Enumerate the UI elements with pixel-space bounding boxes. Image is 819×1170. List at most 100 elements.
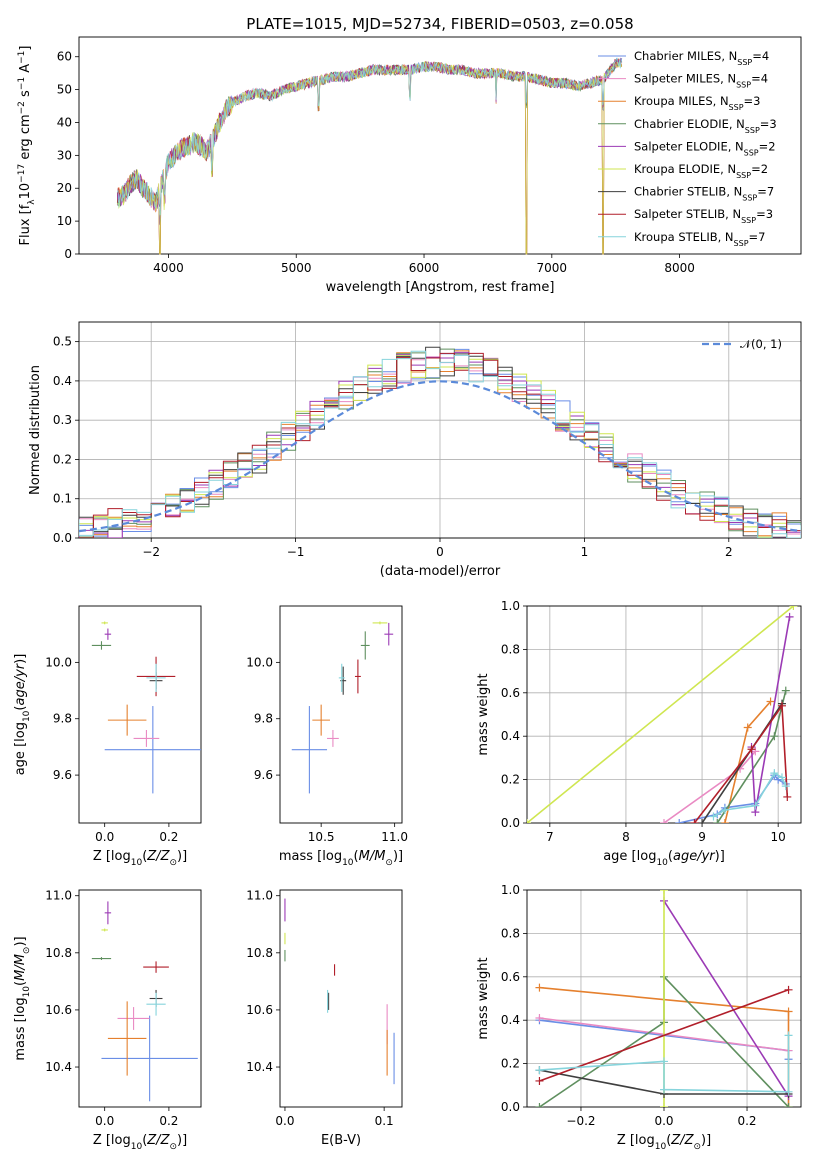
y-axis-label-part: ⊙ xyxy=(22,947,32,955)
x-axis-label-part: 10 xyxy=(655,1142,667,1152)
y-tick-label: 0.2 xyxy=(53,452,72,466)
weight-marker-kroupa-miles xyxy=(535,983,544,992)
x-axis-label: (data-model)/error xyxy=(380,564,501,579)
plot-frame xyxy=(78,605,202,824)
spectrum-panel: 4000 5000 6000 7000 8000 0 10 20 30 40 50 60 wavelen… xyxy=(17,36,802,295)
y-axis-label-part: )] xyxy=(13,654,28,664)
residuals-histograms xyxy=(79,346,801,538)
y-tick-label: 0.8 xyxy=(501,926,520,940)
x-axis-label: Z [log10(Z/Z⊙)] xyxy=(93,849,187,868)
legend-entry-value: =4 xyxy=(752,49,769,63)
residuals-panel: −2 −1 0 1 2 0.0 0.1 0.2 0.3 0.4 0.5 (data-model)/er… xyxy=(28,321,802,579)
y-axis-label-part: age [log xyxy=(13,722,28,775)
spectrum-line-kroupa-elodie xyxy=(117,60,623,255)
weight-marker-kroupa-miles xyxy=(743,723,752,732)
y-tick-label: 0.6 xyxy=(501,970,520,984)
weight-line-kroupa-elodie xyxy=(527,606,794,823)
errorbar-kroupa-miles xyxy=(312,704,330,736)
x-axis-label: Z [log10(Z/Z⊙)] xyxy=(617,1133,711,1152)
x-tick-label: 0.0 xyxy=(275,1114,294,1128)
errorbar-salpeter-stelib xyxy=(354,659,361,694)
legend-entry-value: =7 xyxy=(757,185,774,199)
legend-entry: Chabrier MILES, NSSP=4 xyxy=(634,49,769,67)
y-tick-label: 20 xyxy=(57,181,72,195)
legend-entry-normal: 𝒩(0, 1) xyxy=(740,337,782,351)
errorbar-salpeter-elodie xyxy=(104,901,112,925)
x-axis-label-part: ( xyxy=(354,849,359,864)
plot-frame xyxy=(78,321,802,539)
age-vs-z-panel: 0.0 0.29.69.810.0Z [log10(Z/Z⊙)]age [log1… xyxy=(13,605,202,868)
weight-marker-chabrier-miles xyxy=(675,819,684,823)
y-axis-label: mass [log10(M/M⊙)] xyxy=(13,936,32,1060)
x-tick-label: 7000 xyxy=(537,261,568,275)
y-axis-label-part: ( xyxy=(13,706,28,711)
y-axis-label: age [log10(age/yr)] xyxy=(13,654,32,776)
legend-entry-name: Chabrier ELODIE, N xyxy=(634,117,745,131)
weight-marker-chabrier-stelib xyxy=(698,819,707,823)
y-axis-label-part: mass weight xyxy=(476,673,491,755)
weight-marker-chabrier-elodie xyxy=(770,732,779,741)
x-tick-label: 7 xyxy=(546,830,554,844)
weight-marker-kroupa-miles xyxy=(784,1007,793,1016)
legend-entry: Kroupa STELIB, NSSP=7 xyxy=(634,230,765,248)
y-tick-label: 1.0 xyxy=(501,883,520,897)
x-axis-label-part: E(B-V) xyxy=(321,1133,361,1148)
y-tick-label: 0.6 xyxy=(501,686,520,700)
legend-entry-value: =3 xyxy=(760,117,777,131)
x-axis-label-part: ⊙ xyxy=(385,858,393,868)
mass-vs-ebv-panel: 0.0 0.1 10.4 10.6 10.8 11.0 E(B-V) xyxy=(246,889,403,1148)
x-axis-label-part: ⊙ xyxy=(693,1142,701,1152)
legend-entry-value: =2 xyxy=(759,139,776,153)
plot-frame xyxy=(279,889,403,1108)
weight-marker-kroupa-stelib xyxy=(709,812,718,821)
legend-entry-value: =7 xyxy=(749,230,766,244)
x-axis-label-part: 10 xyxy=(131,1142,143,1152)
y-tick-label: 50 xyxy=(57,83,72,97)
x-tick-label: 0.0 xyxy=(654,1114,673,1128)
y-axis-label-part: )] xyxy=(13,936,28,946)
spectrum-line-salpeter-miles xyxy=(116,58,623,255)
y-axis-label-part: ] xyxy=(18,46,33,51)
y-axis-label-part: s xyxy=(18,90,33,101)
legend-entry-name: Kroupa STELIB, N xyxy=(634,230,734,244)
x-tick-label: 0.0 xyxy=(95,1114,114,1128)
x-tick-label: −1 xyxy=(287,545,305,559)
x-axis-label-part: (data-model)/error xyxy=(380,564,501,579)
x-axis-label-part: )] xyxy=(393,849,403,864)
x-axis-label-part: wavelength [Angstrom, rest frame] xyxy=(326,280,555,295)
y-axis-label: Normed distribution xyxy=(28,365,43,495)
weight-marker-kroupa-elodie xyxy=(660,1103,668,1107)
y-tick-label: 10.8 xyxy=(45,946,72,960)
normal-reference-curve xyxy=(79,380,801,533)
y-axis-label-part: ( xyxy=(13,981,28,986)
legend-entry-name: Kroupa MILES, N xyxy=(634,94,729,108)
y-tick-label: 10 xyxy=(57,214,72,228)
y-tick-label: 0.4 xyxy=(501,1013,520,1027)
weight-marker-kroupa-stelib xyxy=(720,805,729,814)
y-tick-label: 9.6 xyxy=(53,768,72,782)
errorbar-chabrier-elodie xyxy=(360,631,370,660)
errorbar-kroupa-elodie xyxy=(372,621,388,625)
x-axis-label-part: Z/Z xyxy=(146,849,170,864)
y-tick-label: 1.0 xyxy=(501,599,520,613)
y-axis-label-part: erg cm xyxy=(18,114,33,163)
plot-frame xyxy=(78,889,202,1108)
weight-lines xyxy=(535,890,793,1107)
y-axis-label-part: mass weight xyxy=(476,957,491,1039)
x-tick-label: 0.1 xyxy=(375,1114,394,1128)
weight-marker-kroupa-stelib xyxy=(784,1031,793,1040)
legend-entry-value: =2 xyxy=(751,162,768,176)
weight-marker-salpeter-stelib xyxy=(690,819,699,823)
legend-entry: Chabrier STELIB, NSSP=7 xyxy=(634,185,774,203)
legend-entry-sub: SSP xyxy=(734,238,749,247)
legend-entry-value: =4 xyxy=(751,72,768,86)
plot-frame xyxy=(279,605,403,824)
x-axis-label-part: age/yr xyxy=(673,849,716,864)
weight-line-salpeter-elodie xyxy=(663,900,790,1097)
y-axis-label-part: 10 xyxy=(22,986,32,998)
x-axis-label-part: 10 xyxy=(131,858,143,868)
y-axis-label-part: age/yr xyxy=(13,662,28,705)
plot-frame xyxy=(78,36,802,255)
x-tick-label: 0 xyxy=(436,545,444,559)
